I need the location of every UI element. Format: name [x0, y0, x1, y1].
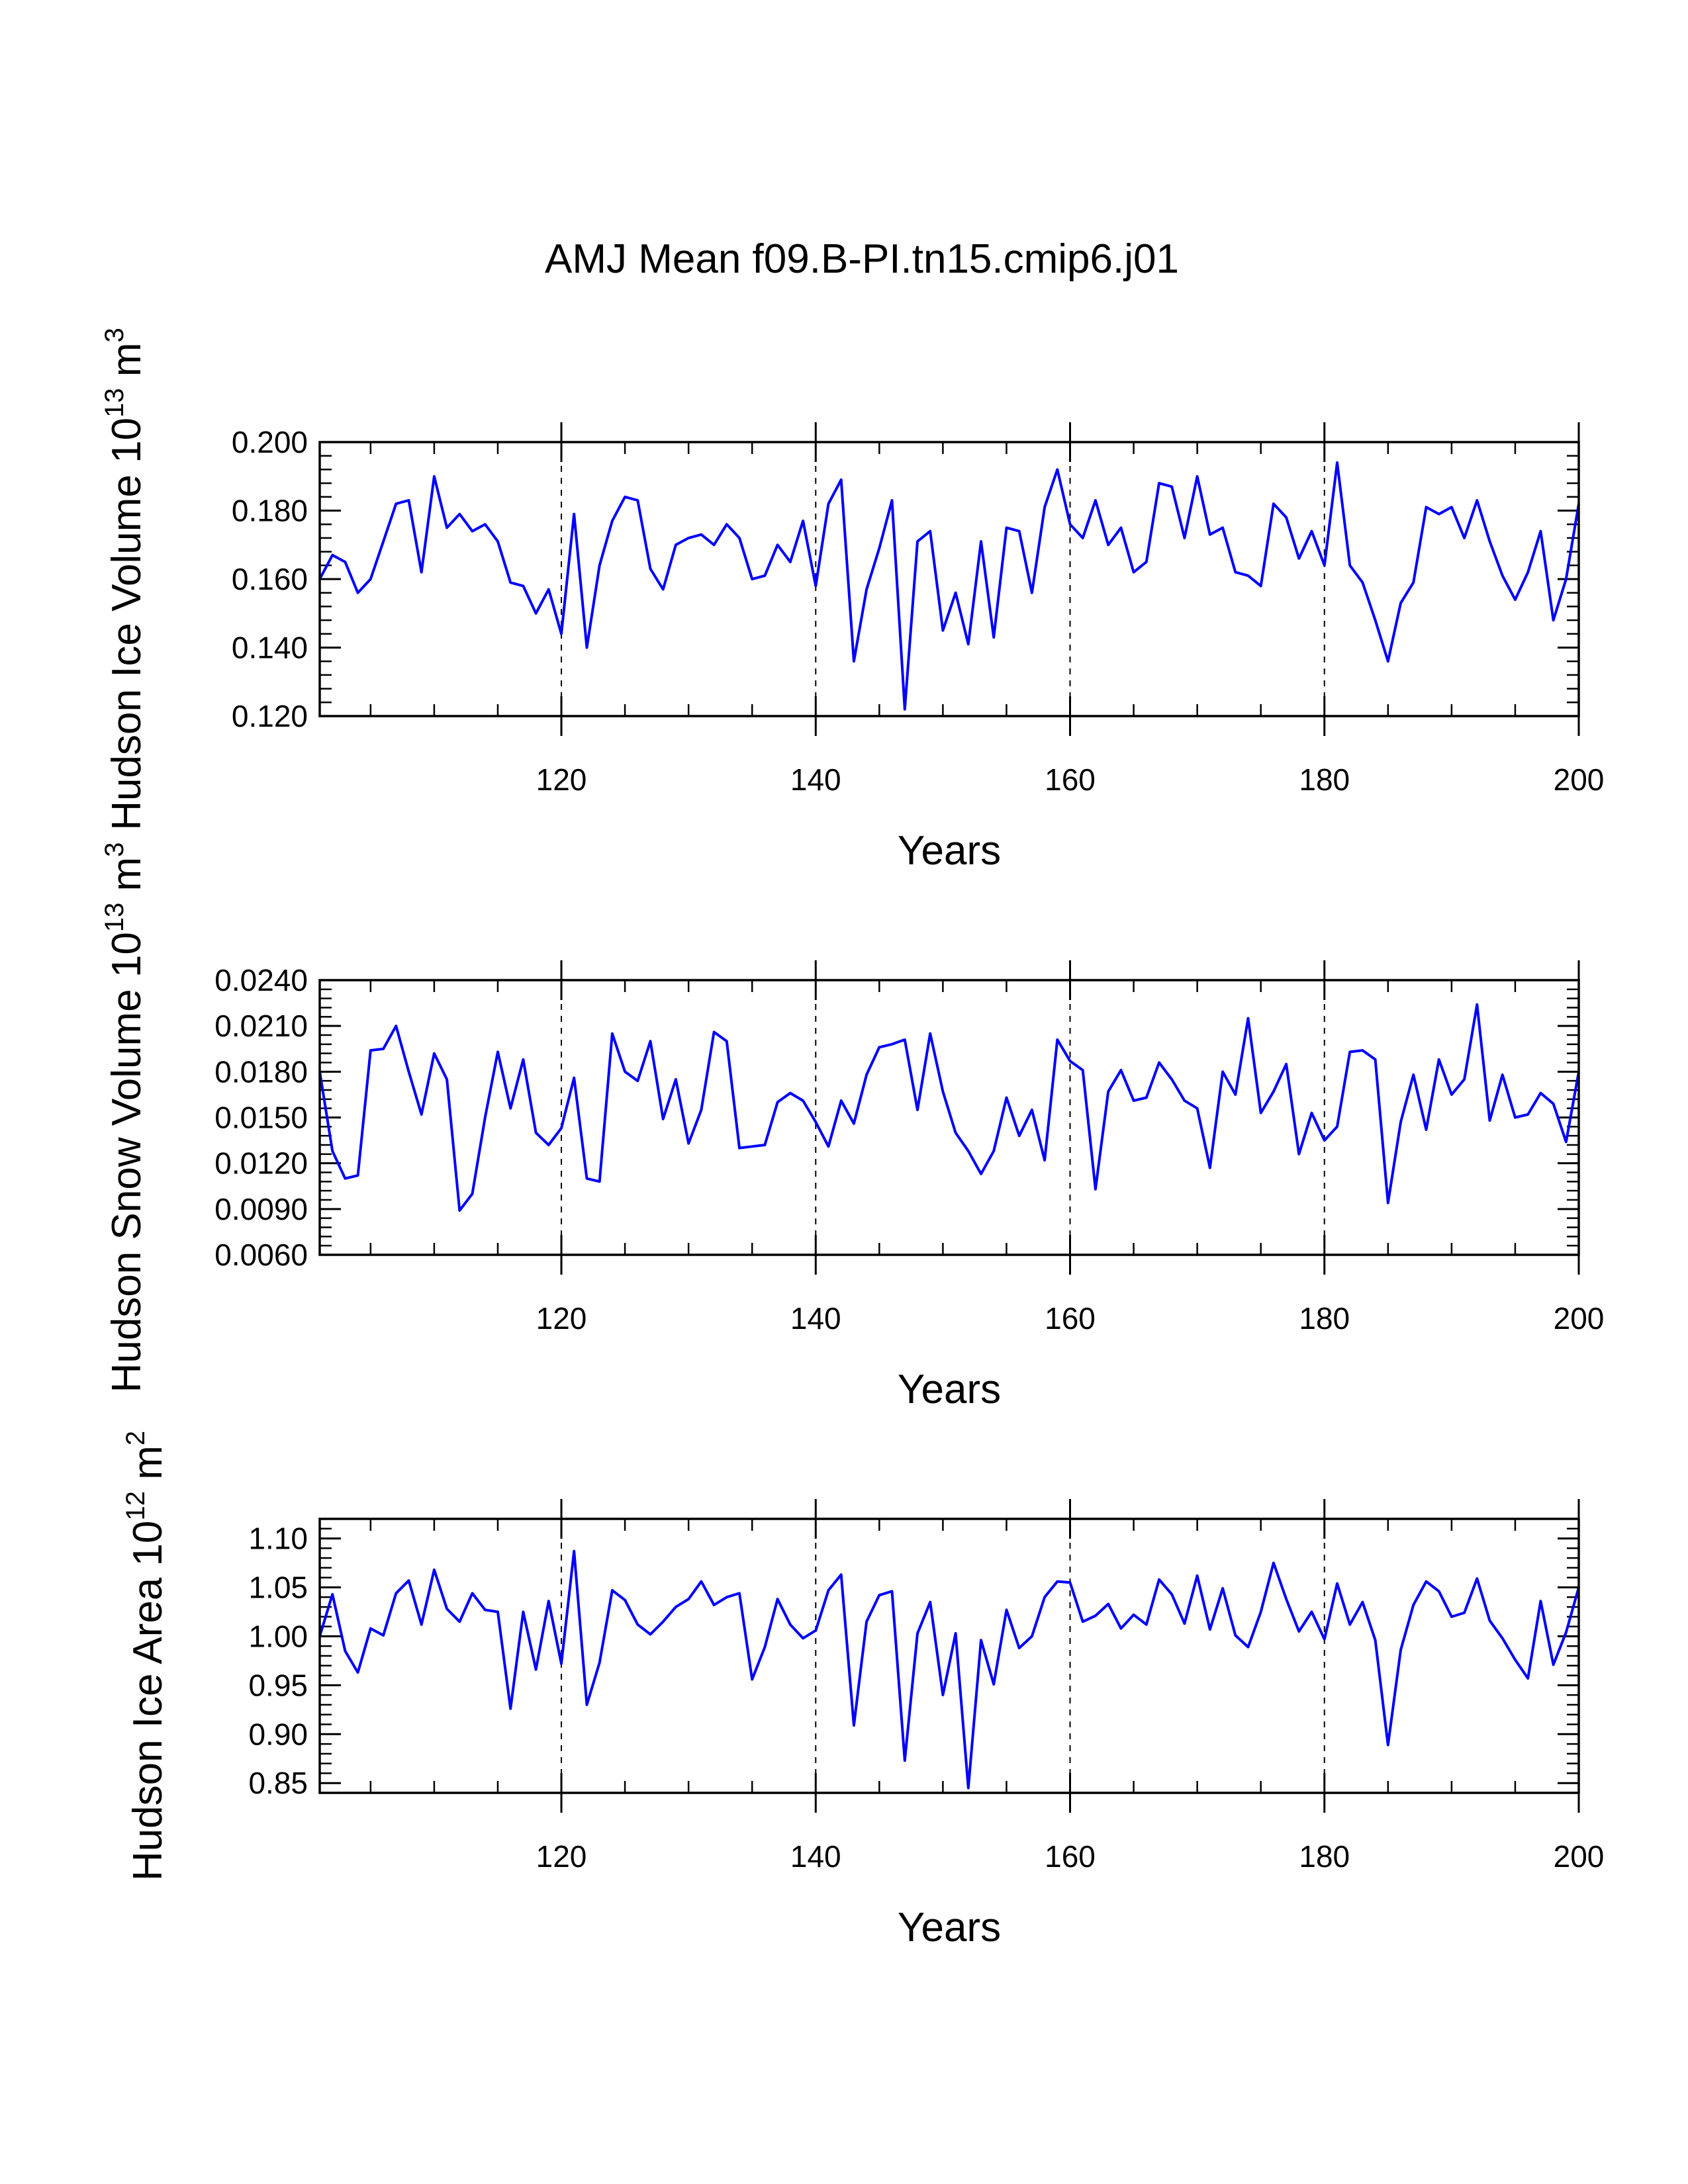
- y-axis-label: Hudson Snow Volume 1013 m3: [100, 842, 150, 1393]
- y-axis-label: Hudson Ice Volume 1013 m3: [100, 328, 150, 830]
- x-tick-label: 160: [1045, 762, 1096, 797]
- y-tick-label: 1.05: [248, 1570, 308, 1605]
- x-tick-label: 200: [1554, 1839, 1605, 1874]
- y-tick-label: 0.140: [232, 631, 308, 665]
- x-axis-label: Years: [898, 1905, 1001, 1950]
- y-tick-label: 0.180: [232, 494, 308, 528]
- x-tick-label: 180: [1299, 1839, 1350, 1874]
- y-tick-label: 0.200: [232, 425, 308, 459]
- x-tick-label: 180: [1299, 1301, 1350, 1336]
- series-line: [318, 1549, 1580, 1790]
- y-tick-label: 1.10: [248, 1522, 308, 1556]
- x-tick-label: 160: [1045, 1301, 1096, 1336]
- y-tick-label: 0.0150: [214, 1101, 308, 1135]
- y-tick-label: 0.0090: [214, 1192, 308, 1226]
- y-tick-label: 0.0210: [214, 1009, 308, 1043]
- panel-ice-area: 120 140 160 180 200 0.85 0.90 0.95 1.00 1.05 1.10 Y…: [121, 1431, 1604, 1950]
- x-axis-label: Years: [898, 828, 1001, 874]
- y-tick-label: 0.0060: [214, 1238, 308, 1272]
- plot-frame: [318, 979, 1580, 1256]
- y-tick-label: 0.0240: [214, 963, 308, 997]
- y-axis-label: Hudson Ice Area 1012 m2: [121, 1431, 171, 1881]
- y-tick-label: 1.00: [248, 1619, 308, 1653]
- series-line: [318, 461, 1580, 711]
- x-tick-label: 120: [536, 762, 587, 797]
- x-tick-label: 120: [536, 1839, 587, 1874]
- y-tick-label: 0.85: [248, 1766, 308, 1800]
- plot-frame: [318, 441, 1580, 717]
- y-tick-label: 0.160: [232, 562, 308, 596]
- x-tick-label: 200: [1554, 1301, 1605, 1336]
- series-line: [318, 1003, 1580, 1212]
- y-tick-label: 0.95: [248, 1668, 308, 1702]
- x-tick-label: 140: [790, 1301, 841, 1336]
- panel-snow-volume: 120 140 160 180 200 0.0060 0.0090 0.0120 0.0150 0…: [100, 842, 1604, 1412]
- panel-ice-volume: 120 140 160 180 200 0.120 0.140 0.160 0.180 0.200…: [100, 328, 1604, 874]
- x-axis-label: Years: [898, 1367, 1001, 1412]
- y-tick-label: 0.0180: [214, 1054, 308, 1089]
- x-tick-label: 180: [1299, 762, 1350, 797]
- x-tick-label: 140: [790, 1839, 841, 1874]
- x-tick-label: 200: [1554, 762, 1605, 797]
- x-tick-label: 160: [1045, 1839, 1096, 1874]
- chart-title: AMJ Mean f09.B-PI.tn15.cmip6.j01: [545, 236, 1179, 282]
- plot-frame: [318, 1518, 1580, 1794]
- y-tick-label: 0.120: [232, 699, 308, 733]
- x-tick-label: 140: [790, 762, 841, 797]
- y-tick-label: 0.90: [248, 1717, 308, 1751]
- y-tick-label: 0.0120: [214, 1146, 308, 1181]
- x-tick-label: 120: [536, 1301, 587, 1336]
